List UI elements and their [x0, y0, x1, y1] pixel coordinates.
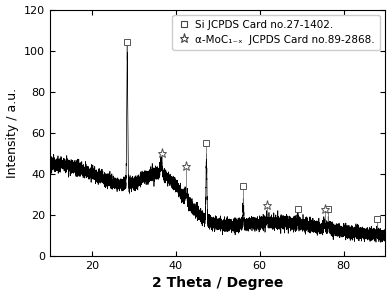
Legend: Si JCPDS Card no.27-1402., α-MoC₁₋ₓ  JCPDS Card no.89-2868.: Si JCPDS Card no.27-1402., α-MoC₁₋ₓ JCPD… [172, 15, 380, 50]
X-axis label: 2 Theta / Degree: 2 Theta / Degree [152, 276, 283, 290]
Y-axis label: Intensity / a.u.: Intensity / a.u. [5, 88, 18, 178]
